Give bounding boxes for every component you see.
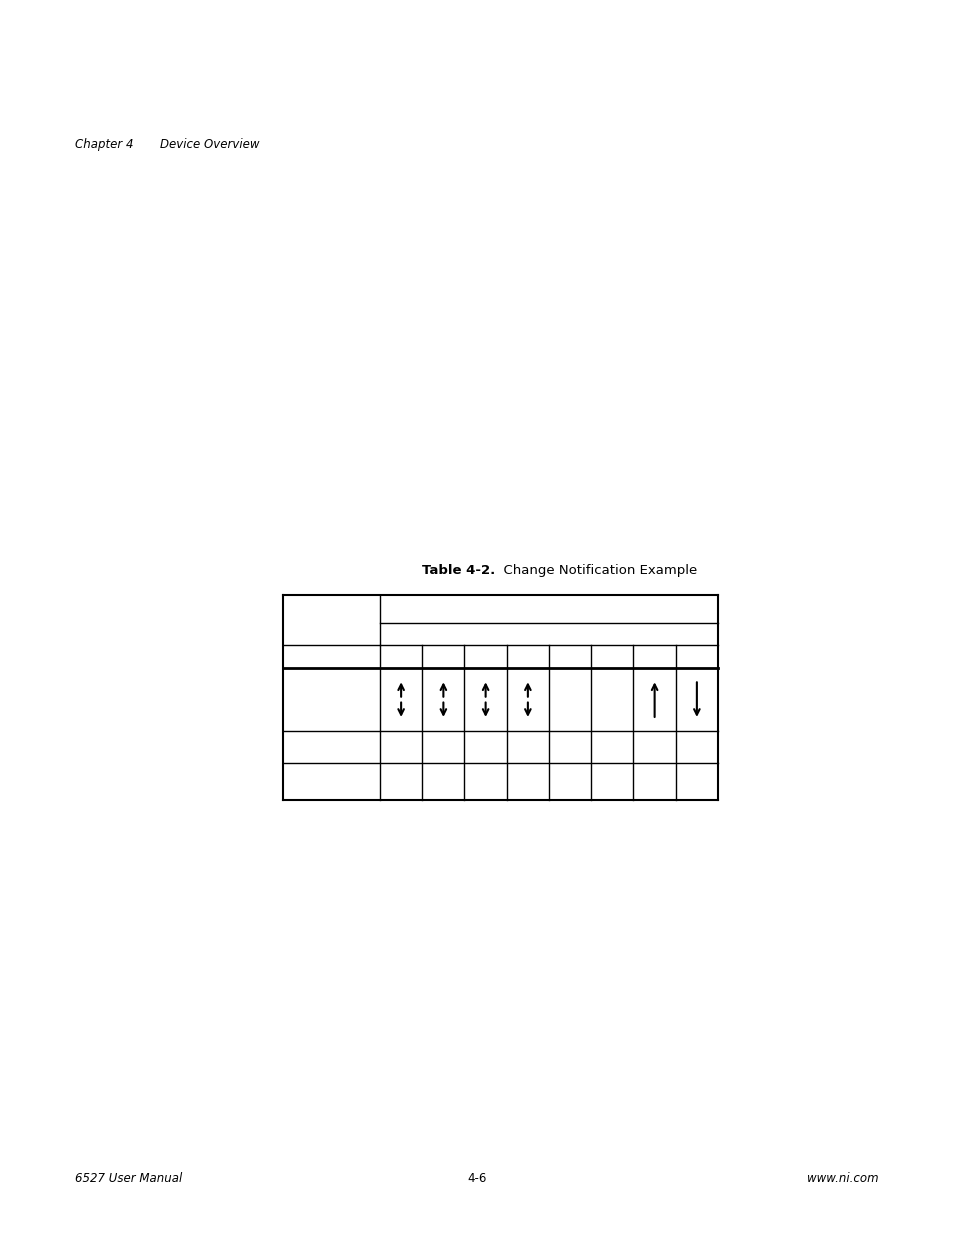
Text: Device Overview: Device Overview (160, 138, 259, 151)
Text: Chapter 4: Chapter 4 (75, 138, 133, 151)
Text: Table 4-2.: Table 4-2. (422, 564, 495, 577)
Text: www.ni.com: www.ni.com (806, 1172, 878, 1186)
Text: 6527 User Manual: 6527 User Manual (75, 1172, 182, 1186)
Text: Change Notification Example: Change Notification Example (495, 564, 697, 577)
Text: 4-6: 4-6 (467, 1172, 486, 1186)
